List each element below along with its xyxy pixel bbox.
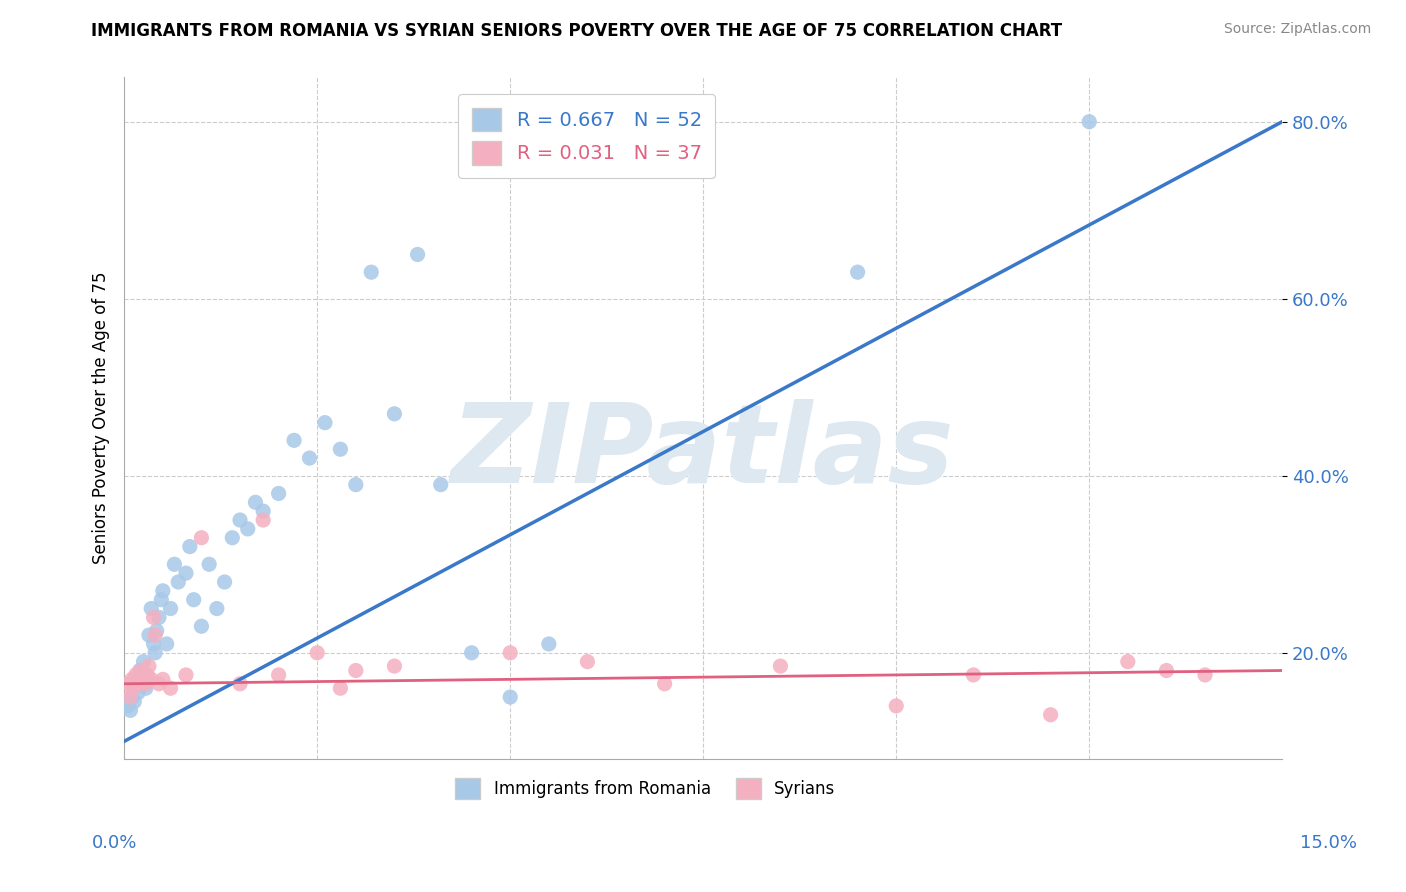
Point <box>117 677 139 691</box>
Point <box>128 673 150 687</box>
Point <box>142 637 165 651</box>
Point <box>198 558 221 572</box>
Point <box>135 681 157 696</box>
Point <box>167 574 190 589</box>
Point <box>537 637 560 651</box>
Point <box>138 628 160 642</box>
Point <box>1116 655 1139 669</box>
Point <box>460 646 482 660</box>
Point <box>120 703 142 717</box>
Point <box>314 416 336 430</box>
Point <box>135 677 157 691</box>
Point <box>159 601 181 615</box>
Point <box>150 592 173 607</box>
Point <box>141 673 163 687</box>
Point <box>122 694 145 708</box>
Point <box>117 698 139 713</box>
Point <box>141 601 163 615</box>
Point <box>121 690 143 704</box>
Point <box>846 265 869 279</box>
Point <box>298 451 321 466</box>
Point <box>429 477 451 491</box>
Point <box>360 265 382 279</box>
Point <box>136 668 159 682</box>
Point <box>769 659 792 673</box>
Point <box>1194 668 1216 682</box>
Point <box>136 673 159 687</box>
Point <box>205 601 228 615</box>
Point <box>307 646 329 660</box>
Point <box>236 522 259 536</box>
Point <box>283 434 305 448</box>
Point <box>884 698 907 713</box>
Text: ZIPatlas: ZIPatlas <box>451 399 955 506</box>
Point <box>499 690 522 704</box>
Point <box>128 664 150 678</box>
Point <box>142 610 165 624</box>
Point <box>120 690 142 704</box>
Point <box>127 685 149 699</box>
Text: IMMIGRANTS FROM ROMANIA VS SYRIAN SENIORS POVERTY OVER THE AGE OF 75 CORRELATION: IMMIGRANTS FROM ROMANIA VS SYRIAN SENIOR… <box>91 22 1063 40</box>
Point <box>152 673 174 687</box>
Point <box>138 659 160 673</box>
Text: 15.0%: 15.0% <box>1299 834 1357 852</box>
Point <box>499 646 522 660</box>
Point <box>143 628 166 642</box>
Point <box>132 655 155 669</box>
Point <box>132 673 155 687</box>
Point <box>145 624 167 638</box>
Point <box>156 637 179 651</box>
Point <box>122 681 145 696</box>
Point <box>179 540 201 554</box>
Legend: Immigrants from Romania, Syrians: Immigrants from Romania, Syrians <box>449 772 842 805</box>
Point <box>252 513 274 527</box>
Point <box>190 531 212 545</box>
Point <box>406 247 429 261</box>
Point <box>174 668 197 682</box>
Point <box>384 407 406 421</box>
Point <box>190 619 212 633</box>
Point <box>229 513 252 527</box>
Point <box>267 668 290 682</box>
Point <box>245 495 267 509</box>
Point <box>344 664 367 678</box>
Point <box>576 655 599 669</box>
Point <box>174 566 197 581</box>
Point <box>267 486 290 500</box>
Point <box>125 673 148 687</box>
Point <box>344 477 367 491</box>
Point <box>159 681 181 696</box>
Point <box>125 677 148 691</box>
Point <box>1156 664 1178 678</box>
Point <box>329 681 352 696</box>
Point <box>125 668 148 682</box>
Point <box>121 673 143 687</box>
Point <box>214 574 236 589</box>
Point <box>148 610 170 624</box>
Point <box>229 677 252 691</box>
Point <box>221 531 243 545</box>
Y-axis label: Seniors Poverty Over the Age of 75: Seniors Poverty Over the Age of 75 <box>93 272 110 565</box>
Point <box>1078 114 1101 128</box>
Point <box>129 664 152 678</box>
Point <box>143 646 166 660</box>
Text: 0.0%: 0.0% <box>91 834 136 852</box>
Point <box>122 681 145 696</box>
Point <box>129 668 152 682</box>
Point <box>962 668 984 682</box>
Point <box>163 558 186 572</box>
Point <box>127 677 149 691</box>
Point <box>152 583 174 598</box>
Text: Source: ZipAtlas.com: Source: ZipAtlas.com <box>1223 22 1371 37</box>
Point <box>384 659 406 673</box>
Point <box>183 592 205 607</box>
Point <box>654 677 676 691</box>
Point <box>329 442 352 457</box>
Point <box>1039 707 1062 722</box>
Point <box>252 504 274 518</box>
Point <box>148 677 170 691</box>
